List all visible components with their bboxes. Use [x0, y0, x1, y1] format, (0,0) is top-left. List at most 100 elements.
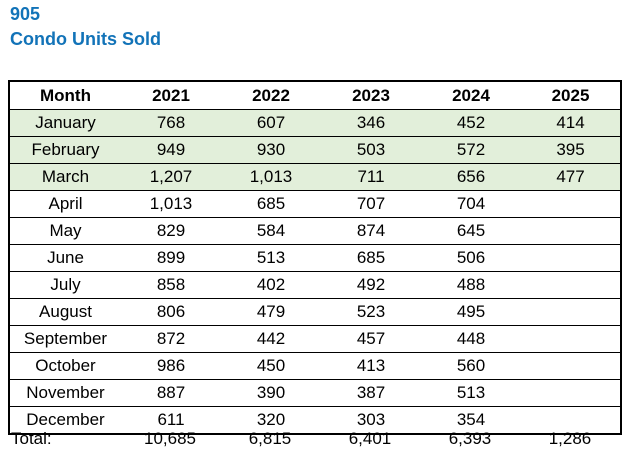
value-cell-2023: 685: [321, 244, 421, 272]
value-cell-2021: 858: [121, 271, 221, 299]
total-table: Total: 10,685 6,815 6,401 6,393 1,286: [8, 425, 620, 452]
value-cell-2025: 414: [521, 109, 621, 137]
total-row-container: Total: 10,685 6,815 6,401 6,393 1,286: [8, 425, 620, 452]
value-cell-2024: 448: [421, 325, 521, 353]
total-row: Total: 10,685 6,815 6,401 6,393 1,286: [8, 425, 620, 452]
page-title-metric: Condo Units Sold: [10, 29, 161, 49]
value-cell-2021: 806: [121, 298, 221, 326]
value-cell-2024: 488: [421, 271, 521, 299]
table-body: January 768 607 346 452 414 February 949…: [9, 109, 621, 434]
table-row: March 1,207 1,013 711 656 477: [9, 163, 621, 191]
month-cell: March: [9, 163, 121, 191]
value-cell-2025: [521, 352, 621, 380]
table-row: January 768 607 346 452 414: [9, 109, 621, 137]
value-cell-2023: 874: [321, 217, 421, 245]
column-header-2024: 2024: [452, 85, 490, 105]
value-cell-2023: 711: [321, 163, 421, 191]
month-cell: September: [9, 325, 121, 353]
total-value-2022: 6,815: [248, 428, 292, 448]
value-cell-2023: 492: [321, 271, 421, 299]
total-value-2021: 10,685: [144, 428, 196, 448]
value-cell-2023: 387: [321, 379, 421, 407]
month-cell: August: [9, 298, 121, 326]
value-cell-2025: [521, 244, 621, 272]
value-cell-2021: 1,013: [121, 190, 221, 218]
total-value-2024: 6,393: [448, 428, 492, 448]
value-cell-2023: 346: [321, 109, 421, 137]
value-cell-2025: [521, 271, 621, 299]
value-cell-2025: [521, 406, 621, 434]
value-cell-2024: 354: [421, 406, 521, 434]
value-cell-2023: 707: [321, 190, 421, 218]
value-cell-2025: 395: [521, 136, 621, 164]
table-row: November 887 390 387 513: [9, 379, 621, 407]
table-row: April 1,013 685 707 704: [9, 190, 621, 218]
table-row: June 899 513 685 506: [9, 244, 621, 272]
table-row: May 829 584 874 645: [9, 217, 621, 245]
column-header-2021: 2021: [152, 85, 190, 105]
header-row: Month 2021 2022 2023 2024 2025: [9, 81, 621, 110]
month-cell: January: [9, 109, 121, 137]
value-cell-2024: 452: [421, 109, 521, 137]
value-cell-2021: 887: [121, 379, 221, 407]
value-cell-2025: [521, 190, 621, 218]
value-cell-2021: 611: [121, 406, 221, 434]
value-cell-2024: 572: [421, 136, 521, 164]
page-title: 905 Condo Units Sold: [10, 2, 161, 52]
value-cell-2025: [521, 298, 621, 326]
value-cell-2025: [521, 379, 621, 407]
value-cell-2021: 872: [121, 325, 221, 353]
table-row: December 611 320 303 354: [9, 406, 621, 434]
value-cell-2021: 986: [121, 352, 221, 380]
value-cell-2021: 899: [121, 244, 221, 272]
value-cell-2021: 829: [121, 217, 221, 245]
value-cell-2021: 768: [121, 109, 221, 137]
total-value-2025: 1,286: [548, 428, 592, 448]
value-cell-2022: 607: [221, 109, 321, 137]
table-row: July 858 402 492 488: [9, 271, 621, 299]
value-cell-2023: 303: [321, 406, 421, 434]
column-header-2023: 2023: [352, 85, 390, 105]
value-cell-2025: 477: [521, 163, 621, 191]
value-cell-2022: 1,013: [221, 163, 321, 191]
column-header-2025: 2025: [551, 85, 590, 105]
month-cell: July: [9, 271, 121, 299]
value-cell-2024: 495: [421, 298, 521, 326]
month-cell: April: [9, 190, 121, 218]
total-value-2023: 6,401: [348, 428, 392, 448]
condo-units-sold-table: Month 2021 2022 2023 2024 2025 January 7…: [8, 80, 622, 435]
value-cell-2024: 560: [421, 352, 521, 380]
table-row: September 872 442 457 448: [9, 325, 621, 353]
month-cell: November: [9, 379, 121, 407]
table-row: August 806 479 523 495: [9, 298, 621, 326]
month-cell: May: [9, 217, 121, 245]
value-cell-2023: 413: [321, 352, 421, 380]
value-cell-2024: 645: [421, 217, 521, 245]
sales-table-container: Month 2021 2022 2023 2024 2025 January 7…: [8, 80, 622, 435]
month-cell: December: [9, 406, 121, 434]
value-cell-2022: 584: [221, 217, 321, 245]
value-cell-2024: 513: [421, 379, 521, 407]
value-cell-2022: 402: [221, 271, 321, 299]
total-label: Total:: [11, 428, 52, 448]
month-cell: October: [9, 352, 121, 380]
value-cell-2025: [521, 325, 621, 353]
value-cell-2022: 479: [221, 298, 321, 326]
value-cell-2022: 930: [221, 136, 321, 164]
value-cell-2022: 450: [221, 352, 321, 380]
page-title-region: 905: [10, 4, 41, 24]
column-header-2022: 2022: [252, 85, 290, 105]
value-cell-2023: 523: [321, 298, 421, 326]
value-cell-2022: 390: [221, 379, 321, 407]
month-cell: June: [9, 244, 121, 272]
value-cell-2022: 513: [221, 244, 321, 272]
month-cell: February: [9, 136, 121, 164]
value-cell-2022: 685: [221, 190, 321, 218]
value-cell-2024: 506: [421, 244, 521, 272]
value-cell-2021: 949: [121, 136, 221, 164]
value-cell-2022: 320: [221, 406, 321, 434]
value-cell-2024: 656: [421, 163, 521, 191]
table-row: February 949 930 503 572 395: [9, 136, 621, 164]
value-cell-2023: 503: [321, 136, 421, 164]
